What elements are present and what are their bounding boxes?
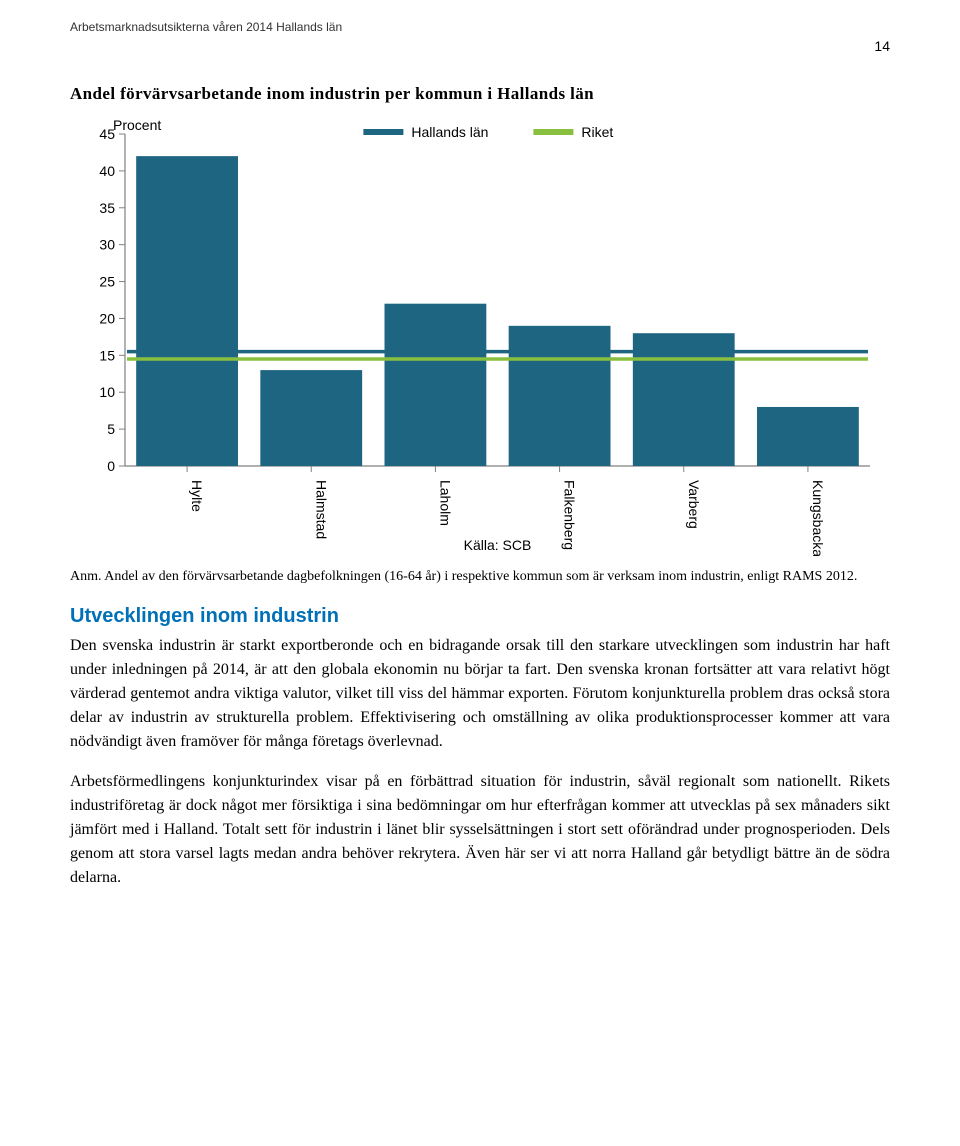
chart-svg: Procent 0 5 10 15 20 25 30 35 40 45 Hylte Halmstad La…: [70, 116, 890, 556]
svg-text:30: 30: [99, 237, 115, 253]
svg-text:15: 15: [99, 347, 115, 363]
running-title: Arbetsmarknadsutsikterna våren 2014 Hall…: [70, 20, 890, 34]
svg-text:Procent: Procent: [113, 117, 161, 133]
page-number: 14: [70, 38, 890, 54]
svg-text:Källa: SCB: Källa: SCB: [464, 537, 532, 553]
svg-text:45: 45: [99, 126, 115, 142]
svg-text:Hallands län: Hallands län: [411, 124, 488, 140]
chart-note: Anm. Andel av den förvärvsarbetande dagb…: [70, 568, 890, 587]
svg-text:Hylte: Hylte: [189, 480, 205, 512]
svg-text:Halmstad: Halmstad: [313, 480, 329, 539]
body-paragraph: Den svenska industrin är starkt exportbe…: [70, 634, 890, 754]
svg-text:40: 40: [99, 163, 115, 179]
section-heading: Utvecklingen inom industrin: [70, 605, 890, 628]
svg-text:Falkenberg: Falkenberg: [562, 480, 578, 550]
svg-text:20: 20: [99, 310, 115, 326]
chart-title: Andel förvärvsarbetande inom industrin p…: [70, 84, 890, 104]
svg-text:Riket: Riket: [581, 124, 613, 140]
svg-text:5: 5: [107, 421, 115, 437]
body-paragraph: Arbetsförmedlingens konjunkturindex visa…: [70, 770, 890, 890]
svg-text:25: 25: [99, 274, 115, 290]
bar-chart: Procent 0 5 10 15 20 25 30 35 40 45 Hylte Halmstad La…: [70, 116, 890, 556]
svg-text:0: 0: [107, 458, 115, 474]
svg-text:Kungsbacka: Kungsbacka: [810, 480, 826, 556]
svg-text:Varberg: Varberg: [686, 480, 702, 529]
svg-text:10: 10: [99, 384, 115, 400]
svg-text:Laholm: Laholm: [437, 480, 453, 526]
svg-text:35: 35: [99, 200, 115, 216]
